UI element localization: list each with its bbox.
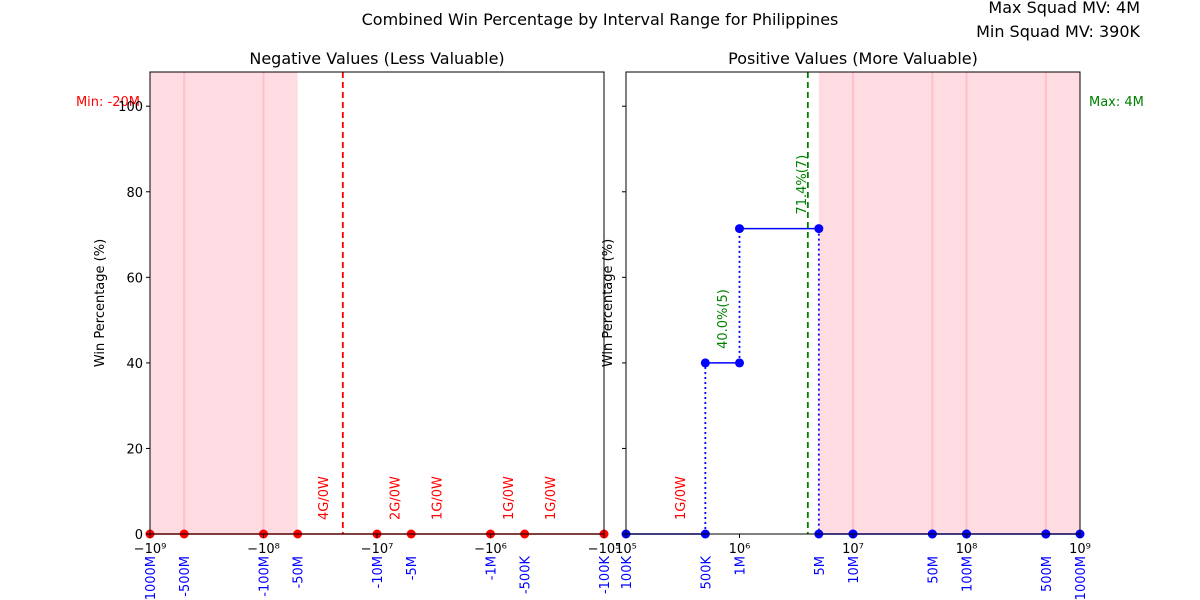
data-annotation: 2G/0W [389, 476, 404, 520]
data-annotation: 1G/0W [674, 476, 689, 520]
data-annotation: 1G/0W [544, 476, 559, 520]
interval-label: -10M [371, 556, 386, 588]
y-tick-label: 40 [126, 357, 143, 372]
x-tick-label: 10⁶ [729, 542, 751, 557]
interval-label: -5M [405, 556, 420, 580]
interval-label: 100K [620, 556, 635, 590]
data-point [735, 224, 744, 234]
data-point [700, 358, 710, 368]
interval-label: 500K [699, 556, 714, 590]
data-point [814, 224, 824, 234]
x-tick-label: −10⁵ [588, 542, 621, 557]
y-tick-label: 60 [126, 271, 143, 286]
interval-label: 5M [813, 556, 828, 576]
data-annotation: 1G/0W [430, 476, 445, 520]
interval-label: 1M [734, 556, 749, 576]
interval-label: -500M [178, 556, 193, 597]
positive-values-panel: Max: 4M 1G/0W 40.0%(5) 71.4%(7) Positive Val… [601, 49, 1144, 600]
y-tick-label: 100 [118, 100, 143, 115]
panel-title: Negative Values (Less Valuable) [249, 49, 504, 68]
threshold-label: Max: 4M [1089, 95, 1144, 110]
interval-label: 50M [926, 556, 941, 584]
data-annotation: 40.0%(5) [716, 289, 731, 349]
interval-label: -50M [292, 556, 307, 588]
y-axis-label: Win Percentage (%) [601, 239, 616, 367]
y-tick-label: 80 [126, 186, 143, 201]
interval-label: 1000M [1074, 556, 1089, 600]
max-squad-mv-label: Max Squad MV: 4M [988, 0, 1140, 17]
interval-label: -500K [519, 556, 534, 595]
interval-label: -1M [485, 556, 500, 580]
data-annotation: 4G/0W [317, 476, 332, 520]
x-tick-label: −10⁸ [247, 542, 280, 557]
interval-label: 100M [961, 556, 976, 592]
y-tick-label: 0 [135, 528, 143, 543]
x-tick-label: 10⁸ [956, 542, 978, 557]
y-tick-label: 20 [126, 442, 143, 457]
threshold-label: Min: -20M [76, 95, 140, 110]
data-annotation: 71.4%(7) [795, 155, 810, 215]
min-squad-mv-label: Min Squad MV: 390K [976, 22, 1140, 41]
x-tick-label: 10⁵ [615, 542, 637, 557]
x-tick-label: −10⁶ [474, 542, 507, 557]
data-point [735, 358, 744, 368]
interval-label: -100K [598, 556, 613, 595]
shaded-range [150, 72, 298, 534]
interval-label: 500M [1040, 556, 1055, 592]
x-tick-label: −10⁷ [361, 542, 394, 557]
x-tick-label: 10⁹ [1069, 542, 1091, 557]
data-annotation: 1G/0W [502, 476, 517, 520]
y-axis-label: Win Percentage (%) [93, 239, 108, 367]
figure-suptitle: Combined Win Percentage by Interval Rang… [361, 10, 839, 29]
x-tick-label: −10⁹ [134, 542, 167, 557]
x-tick-label: 10⁷ [842, 542, 864, 557]
negative-values-panel: Min: -20M 4G/0W 2G/0W 1G/0W 1G/0W 1G/0W Negati… [76, 49, 620, 600]
interval-label: 10M [847, 556, 862, 584]
shaded-range [818, 72, 1080, 534]
interval-label: -1000M [144, 556, 159, 600]
panel-title: Positive Values (More Valuable) [728, 49, 978, 68]
interval-label: -100M [258, 556, 273, 597]
